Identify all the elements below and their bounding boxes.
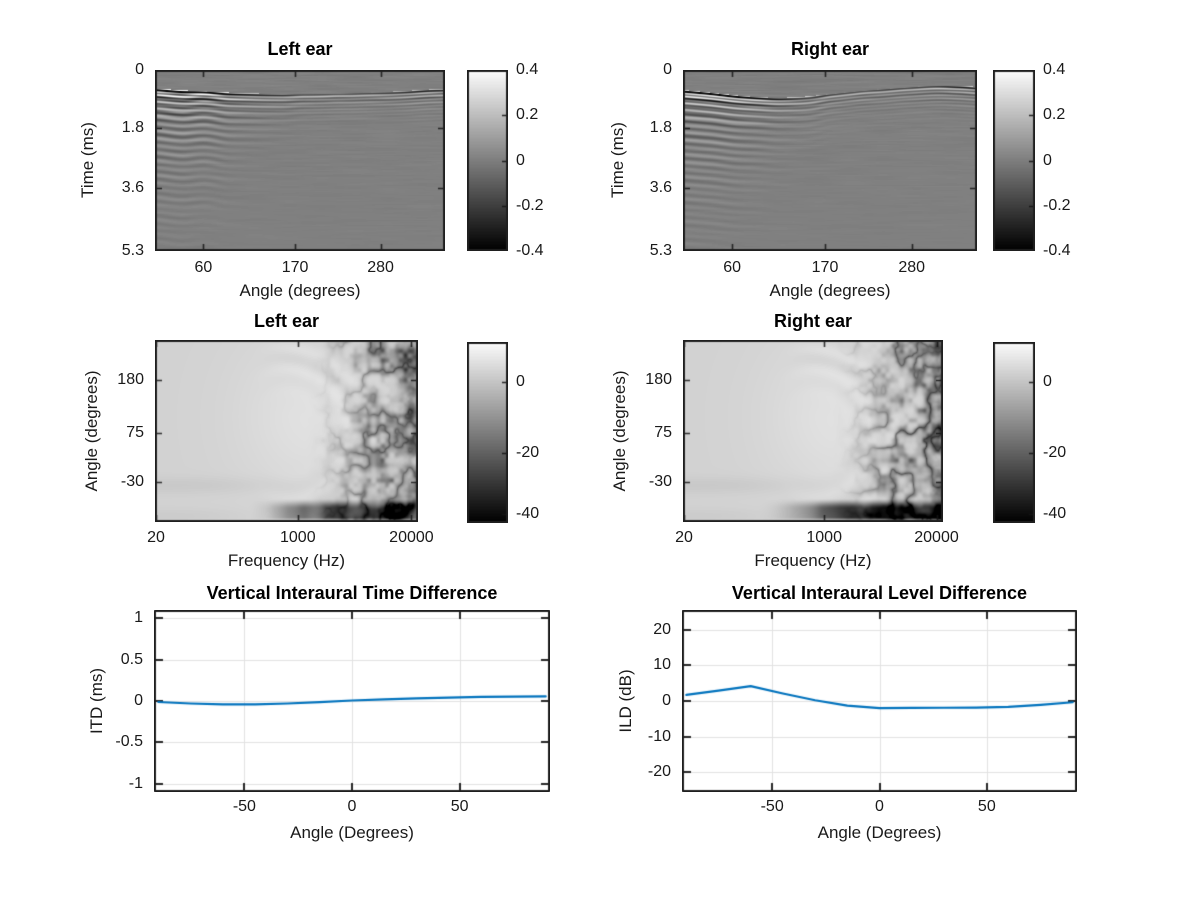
x-tick-label: 20000 [914, 529, 959, 546]
hrir-right-heatmap [683, 70, 977, 251]
x-tick-label: 170 [811, 259, 839, 276]
y-tick-label: 3.6 [121, 179, 144, 196]
y-tick-label: -0.5 [115, 733, 143, 751]
x-tick-label: 0 [347, 798, 357, 815]
x-tick-label: 1000 [280, 529, 316, 546]
y-tick-label: 1.8 [649, 118, 672, 136]
y-axis-label: Time (ms) [78, 122, 97, 198]
plot-title: Vertical Interaural Time Difference [206, 583, 498, 603]
y-tick-label: 3.6 [649, 179, 672, 196]
y-tick-label: 5.3 [649, 242, 672, 259]
colorbar-tick-label: -0.2 [1043, 196, 1071, 214]
x-axis-label: Angle (degrees) [769, 281, 891, 300]
plot-title: Left ear [253, 311, 320, 331]
colorbar-tick-label: -0.4 [1043, 242, 1071, 259]
y-tick-label: 20 [653, 620, 671, 638]
y-tick-label: 5.3 [121, 242, 144, 259]
plot-title: Right ear [773, 311, 852, 331]
colorbar-tick-label: -0.4 [516, 242, 544, 259]
colorbar-tick-label: -40 [516, 504, 540, 522]
colorbar-tick-label: 0.4 [1043, 61, 1066, 78]
x-axis-label: Frequency (Hz) [227, 551, 346, 570]
x-tick-label: 60 [723, 259, 741, 276]
x-tick-label: -50 [232, 798, 256, 815]
y-tick-label: -30 [648, 472, 672, 490]
hrir-left-colorbar [467, 70, 508, 251]
y-tick-label: 10 [653, 656, 671, 674]
colorbar-tick-label: 0 [516, 372, 525, 390]
x-tick-label: 280 [367, 259, 394, 276]
colorbar-tick-label: -20 [516, 443, 540, 461]
x-tick-label: 0 [875, 798, 884, 815]
hrir-left-heatmap [155, 70, 445, 251]
y-tick-label: 0 [135, 61, 144, 78]
x-tick-label: 170 [281, 259, 309, 276]
x-tick-label: 280 [898, 259, 926, 276]
htf-left-colorbar [467, 342, 508, 523]
x-tick-label: -50 [760, 798, 784, 815]
plot-title: Left ear [267, 39, 333, 59]
x-axis-label: Angle (degrees) [239, 281, 361, 300]
x-tick-label: 1000 [806, 529, 842, 546]
itd-line-plot [154, 610, 550, 792]
htf-right-colorbar [993, 342, 1035, 523]
colorbar-tick-label: 0 [1043, 151, 1052, 169]
y-tick-label: 0 [663, 61, 672, 78]
y-tick-label: 0 [662, 692, 671, 709]
x-tick-label: 20 [675, 529, 693, 546]
x-axis-label: Angle (Degrees) [290, 823, 414, 842]
y-tick-label: -1 [128, 774, 143, 792]
y-tick-label: 75 [654, 424, 672, 441]
y-tick-label: 180 [645, 371, 672, 389]
x-axis-label: Angle (Degrees) [817, 823, 942, 842]
colorbar-tick-label: 0.2 [516, 106, 539, 124]
ild-line-plot [682, 610, 1077, 792]
plot-title: Right ear [790, 39, 869, 59]
colorbar-tick-label: 0 [1043, 372, 1052, 390]
colorbar-tick-label: 0.2 [1043, 106, 1066, 124]
y-tick-label: -30 [120, 472, 144, 490]
x-axis-label: Frequency (Hz) [754, 551, 872, 570]
colorbar-tick-label: 0.4 [516, 61, 539, 78]
x-tick-label: 20000 [389, 529, 434, 546]
colorbar-tick-label: -0.2 [516, 196, 544, 214]
y-tick-label: 1 [134, 609, 143, 627]
hrir-right-colorbar [993, 70, 1035, 251]
colorbar-tick-label: -20 [1043, 443, 1067, 461]
y-tick-label: 0 [134, 692, 143, 709]
colorbar-tick-label: -40 [1043, 504, 1067, 522]
y-axis-label: Time (ms) [608, 122, 627, 198]
colorbar-tick-label: 0 [516, 151, 525, 169]
y-tick-label: 180 [117, 371, 144, 389]
x-tick-label: 60 [194, 259, 213, 276]
plot-title: Vertical Interaural Level Difference [731, 583, 1028, 603]
x-tick-label: 20 [147, 529, 165, 546]
y-tick-label: 0.5 [120, 650, 143, 668]
htf-left-heatmap [155, 340, 418, 522]
x-tick-label: 50 [977, 798, 996, 815]
y-tick-label: -20 [647, 763, 671, 781]
htf-right-heatmap [683, 340, 943, 522]
x-tick-label: 50 [450, 798, 469, 815]
y-tick-label: -10 [647, 727, 671, 745]
y-tick-label: 1.8 [121, 118, 144, 136]
y-tick-label: 75 [126, 424, 144, 441]
